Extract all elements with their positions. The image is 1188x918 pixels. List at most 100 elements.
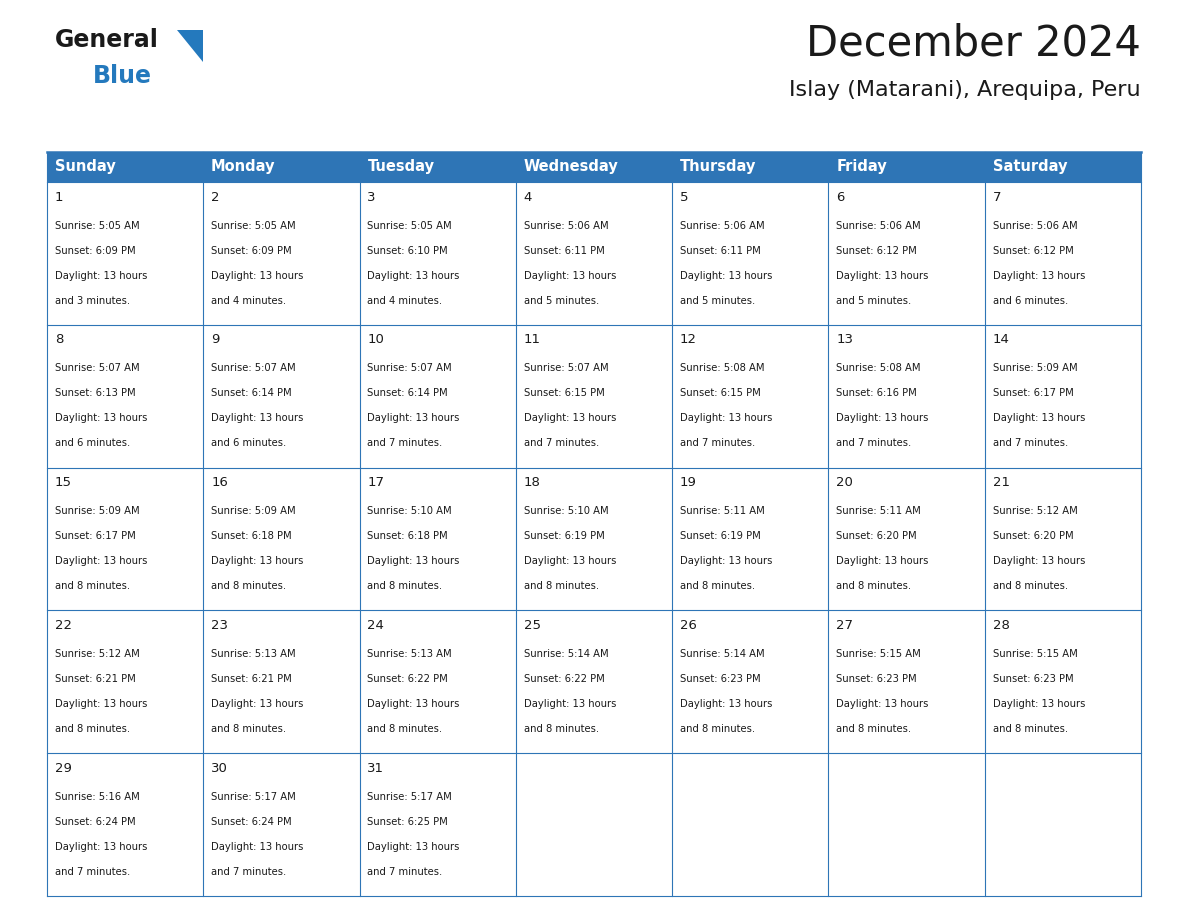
Text: 1: 1 [55,191,63,204]
Bar [203,610,360,753]
Text: 24: 24 [367,619,384,632]
Bar [985,753,1140,896]
Bar [672,152,828,182]
Text: 31: 31 [367,762,385,775]
Text: Daylight: 13 hours: Daylight: 13 hours [992,556,1085,566]
Text: Blue: Blue [93,64,152,88]
Text: and 7 minutes.: and 7 minutes. [992,438,1068,448]
Text: Saturday: Saturday [992,160,1067,174]
Text: Wednesday: Wednesday [524,160,619,174]
Text: Daylight: 13 hours: Daylight: 13 hours [992,699,1085,709]
Text: Sunrise: 5:07 AM: Sunrise: 5:07 AM [211,364,296,374]
Text: Sunrise: 5:07 AM: Sunrise: 5:07 AM [524,364,608,374]
Text: Daylight: 13 hours: Daylight: 13 hours [524,413,617,423]
Text: 10: 10 [367,333,384,346]
Text: Sunrise: 5:06 AM: Sunrise: 5:06 AM [836,220,921,230]
Text: Monday: Monday [211,160,276,174]
Text: Friday: Friday [836,160,887,174]
Text: Sunday: Sunday [55,160,115,174]
Text: Daylight: 13 hours: Daylight: 13 hours [992,413,1085,423]
Text: 20: 20 [836,476,853,489]
Text: and 8 minutes.: and 8 minutes. [992,724,1068,733]
Bar [48,152,203,182]
Text: and 5 minutes.: and 5 minutes. [524,296,599,306]
Text: Sunset: 6:17 PM: Sunset: 6:17 PM [55,532,135,541]
Bar [828,610,985,753]
Text: Sunrise: 5:05 AM: Sunrise: 5:05 AM [211,220,296,230]
Text: Sunrise: 5:08 AM: Sunrise: 5:08 AM [680,364,764,374]
Text: Sunrise: 5:13 AM: Sunrise: 5:13 AM [211,649,296,659]
Text: and 7 minutes.: and 7 minutes. [211,867,286,877]
Text: Daylight: 13 hours: Daylight: 13 hours [680,556,772,566]
Bar [828,182,985,325]
Text: Daylight: 13 hours: Daylight: 13 hours [55,271,147,281]
Bar [360,610,516,753]
Bar [203,325,360,467]
Text: Sunrise: 5:06 AM: Sunrise: 5:06 AM [524,220,608,230]
Text: Sunset: 6:10 PM: Sunset: 6:10 PM [367,245,448,255]
Text: Daylight: 13 hours: Daylight: 13 hours [992,271,1085,281]
Text: Daylight: 13 hours: Daylight: 13 hours [367,556,460,566]
Text: and 8 minutes.: and 8 minutes. [680,724,756,733]
Text: Sunset: 6:23 PM: Sunset: 6:23 PM [992,674,1073,684]
Bar [48,753,203,896]
Text: 14: 14 [992,333,1010,346]
Text: 13: 13 [836,333,853,346]
Text: and 7 minutes.: and 7 minutes. [367,438,443,448]
Text: Sunrise: 5:14 AM: Sunrise: 5:14 AM [680,649,765,659]
Text: Sunset: 6:14 PM: Sunset: 6:14 PM [211,388,292,398]
Bar [828,325,985,467]
Bar [672,325,828,467]
Text: Sunset: 6:12 PM: Sunset: 6:12 PM [992,245,1073,255]
Bar [360,753,516,896]
Text: Daylight: 13 hours: Daylight: 13 hours [367,413,460,423]
Text: Sunset: 6:18 PM: Sunset: 6:18 PM [367,532,448,541]
Bar [516,467,672,610]
Text: General: General [55,28,159,52]
Bar [360,467,516,610]
Bar [48,467,203,610]
Text: Daylight: 13 hours: Daylight: 13 hours [55,699,147,709]
Text: and 4 minutes.: and 4 minutes. [367,296,442,306]
Text: Sunset: 6:23 PM: Sunset: 6:23 PM [680,674,760,684]
Text: Sunrise: 5:13 AM: Sunrise: 5:13 AM [367,649,451,659]
Text: Daylight: 13 hours: Daylight: 13 hours [211,556,303,566]
Text: Daylight: 13 hours: Daylight: 13 hours [55,556,147,566]
Text: 15: 15 [55,476,71,489]
Text: 3: 3 [367,191,375,204]
Text: 18: 18 [524,476,541,489]
Text: Sunrise: 5:10 AM: Sunrise: 5:10 AM [524,506,608,516]
Text: Sunset: 6:19 PM: Sunset: 6:19 PM [680,532,760,541]
Text: Sunrise: 5:06 AM: Sunrise: 5:06 AM [680,220,765,230]
Bar [516,182,672,325]
Text: Sunrise: 5:09 AM: Sunrise: 5:09 AM [55,506,139,516]
Text: Sunset: 6:24 PM: Sunset: 6:24 PM [55,817,135,827]
Text: Daylight: 13 hours: Daylight: 13 hours [836,556,929,566]
Text: and 5 minutes.: and 5 minutes. [680,296,756,306]
Bar [516,610,672,753]
Text: Sunset: 6:19 PM: Sunset: 6:19 PM [524,532,605,541]
Text: and 3 minutes.: and 3 minutes. [55,296,129,306]
Bar [203,182,360,325]
Text: and 6 minutes.: and 6 minutes. [211,438,286,448]
Bar [985,152,1140,182]
Text: Sunrise: 5:09 AM: Sunrise: 5:09 AM [211,506,296,516]
Text: Sunrise: 5:15 AM: Sunrise: 5:15 AM [992,649,1078,659]
Text: Sunset: 6:22 PM: Sunset: 6:22 PM [367,674,448,684]
Text: Sunrise: 5:12 AM: Sunrise: 5:12 AM [992,506,1078,516]
Text: Sunset: 6:18 PM: Sunset: 6:18 PM [211,532,292,541]
Text: 12: 12 [680,333,697,346]
Text: Daylight: 13 hours: Daylight: 13 hours [211,413,303,423]
Text: Sunrise: 5:07 AM: Sunrise: 5:07 AM [55,364,139,374]
Text: and 8 minutes.: and 8 minutes. [524,581,599,591]
Text: Sunset: 6:20 PM: Sunset: 6:20 PM [992,532,1073,541]
Text: Sunset: 6:12 PM: Sunset: 6:12 PM [836,245,917,255]
Text: Tuesday: Tuesday [367,160,435,174]
Bar [672,182,828,325]
Text: 16: 16 [211,476,228,489]
Bar [985,182,1140,325]
Text: Sunset: 6:22 PM: Sunset: 6:22 PM [524,674,605,684]
Text: Daylight: 13 hours: Daylight: 13 hours [680,271,772,281]
Text: and 4 minutes.: and 4 minutes. [211,296,286,306]
Text: Sunset: 6:13 PM: Sunset: 6:13 PM [55,388,135,398]
